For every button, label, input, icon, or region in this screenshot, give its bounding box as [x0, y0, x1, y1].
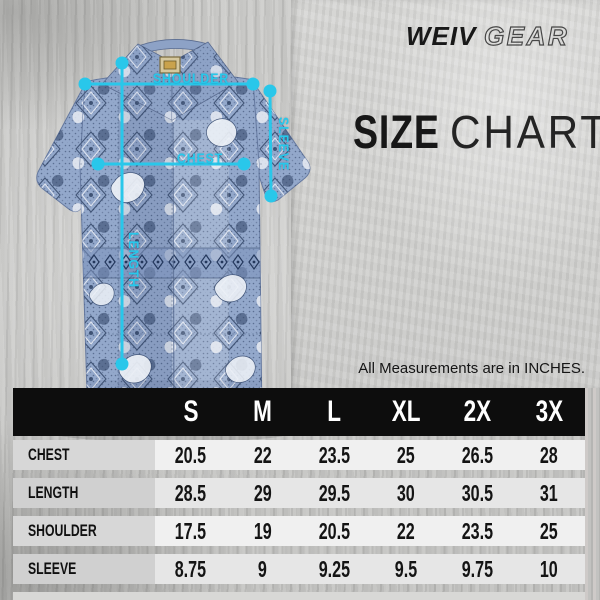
brand-name-primary: WEIV: [406, 21, 478, 51]
row-label: SHOULDER: [13, 516, 155, 546]
product-illustration: SHOULDER CHEST LENGTH SLEEVE: [22, 34, 327, 446]
size-value: 23.5: [441, 516, 514, 546]
size-value: 10: [513, 554, 586, 584]
table-row-length: LENGTH 28.5 29 29.5 30 30.5 31: [13, 478, 586, 508]
size-value: 25: [513, 516, 586, 546]
title-word-size: SIZE: [353, 105, 440, 158]
brand-logo: WEIV GEAR: [406, 20, 569, 51]
size-value: 9.75: [441, 554, 514, 584]
background-texture-edge: [583, 388, 600, 600]
size-value: 28.5: [155, 478, 227, 508]
row-label: LENGTH: [13, 478, 155, 508]
size-table: S M L XL 2X 3X CHEST 20.5 22 23.5 25 26.5 28 LENGTH 2…: [13, 388, 586, 600]
size-value: 29.5: [298, 478, 371, 508]
col-header-l: L: [327, 395, 342, 428]
col-header-xl: XL: [391, 395, 421, 428]
col-header-3x: 3X: [535, 395, 563, 428]
size-value: 23.5: [298, 440, 371, 470]
shoulder-measure-label: SHOULDER: [152, 70, 230, 86]
table-row-shoulder: SHOULDER 17.5 19 20.5 22 23.5 25: [13, 516, 586, 546]
size-value: 17.5: [155, 516, 227, 546]
col-header-2x: 2X: [463, 395, 492, 428]
size-value: 8.75: [155, 554, 227, 584]
size-value: 22: [370, 516, 442, 546]
brand-name-secondary: GEAR: [484, 21, 569, 51]
size-value: 20.5: [155, 440, 227, 470]
size-value: 9.5: [370, 554, 442, 584]
col-header-s: S: [183, 395, 199, 428]
row-label: CHEST: [13, 440, 155, 470]
length-measure-label: LENGTH: [126, 232, 142, 288]
size-value: 30: [370, 478, 442, 508]
size-value: 29: [226, 478, 299, 508]
page-title: SIZE CHART: [353, 104, 600, 159]
size-value: 22: [226, 440, 299, 470]
size-value: 30.5: [441, 478, 514, 508]
sleeve-measure-label: SLEEVE: [276, 117, 292, 171]
row-label: SLEEVE: [13, 554, 155, 584]
collar-tag: [159, 56, 181, 74]
size-value: 31: [513, 478, 586, 508]
sleeve-measure-line: [268, 89, 273, 198]
table-row-sleeve: SLEEVE 8.75 9 9.25 9.5 9.75 10: [13, 554, 586, 584]
units-note: All Measurements are in INCHES.: [358, 360, 585, 377]
size-value: 25: [370, 440, 442, 470]
chest-measure-label: CHEST: [176, 150, 224, 166]
size-table-rows: CHEST 20.5 22 23.5 25 26.5 28 LENGTH 28.5 29 29.5 3…: [13, 440, 586, 584]
size-value: 9: [226, 554, 299, 584]
size-value: 28: [513, 440, 586, 470]
size-value: 9.25: [298, 554, 371, 584]
col-header-m: M: [253, 395, 272, 428]
size-value: 20.5: [298, 516, 371, 546]
measurement-overlay: [78, 56, 278, 371]
background-texture-right: [291, 0, 600, 391]
table-bottom-strip: [13, 592, 585, 600]
size-value: 26.5: [441, 440, 514, 470]
size-value: 19: [226, 516, 299, 546]
title-word-chart: CHART: [449, 106, 600, 158]
table-row-chest: CHEST 20.5 22 23.5 25 26.5 28: [13, 440, 586, 470]
size-table-header: S M L XL 2X 3X: [13, 388, 585, 436]
